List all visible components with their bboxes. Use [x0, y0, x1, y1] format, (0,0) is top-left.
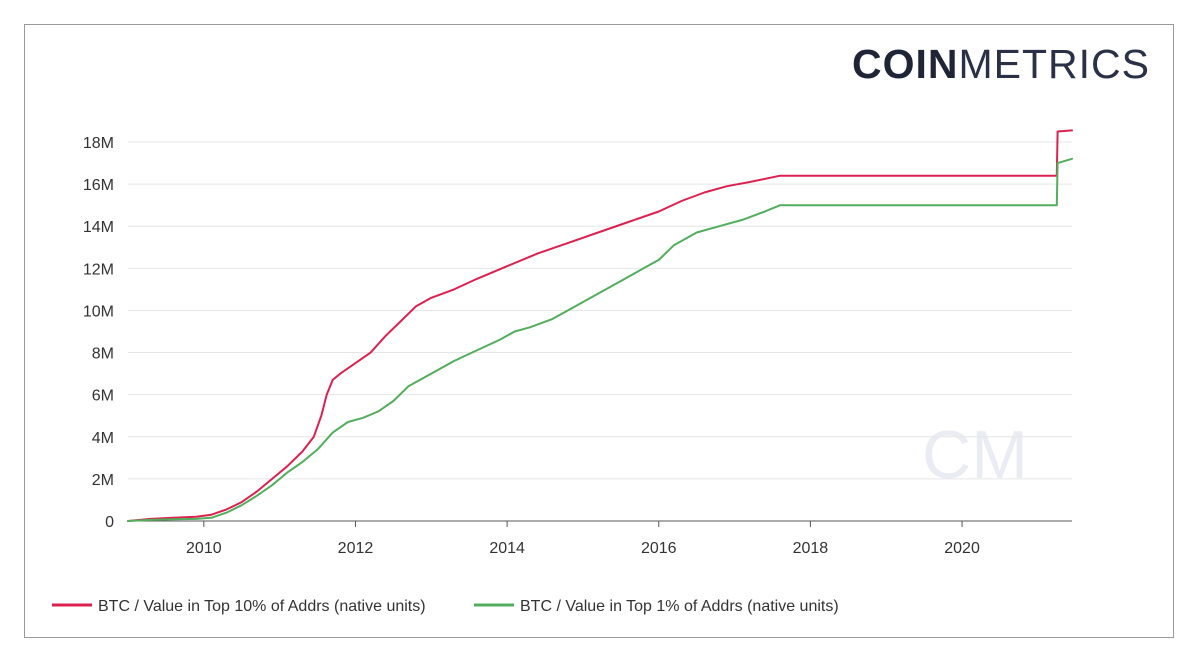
grid-lines: [128, 141, 1072, 480]
x-tick-label: 2016: [641, 540, 677, 557]
legend-item-top10[interactable]: BTC / Value in Top 10% of Addrs (native …: [52, 598, 426, 615]
x-tick-label: 2020: [944, 540, 980, 557]
y-tick-label: 14M: [83, 219, 114, 236]
y-tick-label: 2M: [92, 472, 114, 489]
x-tick-label: 2018: [793, 540, 829, 557]
y-axis: 0 2M 4M 6M 8M 10M 12M 14M 16M 18M: [83, 135, 114, 531]
x-tick-label: 2014: [489, 540, 525, 557]
series-line-top1: [127, 157, 1073, 522]
y-tick-label: 4M: [92, 430, 114, 447]
cm-watermark-icon: CM: [922, 417, 1028, 493]
y-tick-label: 0: [105, 514, 114, 531]
series-group: [127, 129, 1073, 522]
logo-text-bold: COIN: [852, 41, 959, 87]
series-line-top10: [127, 129, 1073, 522]
legend-item-top1[interactable]: BTC / Value in Top 1% of Addrs (native u…: [474, 598, 839, 615]
chart-frame: [24, 24, 1174, 638]
x-axis: 2010 2012 2014 2016 2018 2020: [128, 520, 1072, 557]
y-tick-label: 6M: [92, 388, 114, 405]
logo-text-light: METRICS: [958, 41, 1150, 87]
y-tick-label: 12M: [83, 261, 114, 278]
y-tick-label: 18M: [83, 135, 114, 152]
y-tick-label: 16M: [83, 177, 114, 194]
y-tick-label: 10M: [83, 303, 114, 320]
y-tick-label: 8M: [92, 346, 114, 363]
watermark-text: CM: [922, 417, 1028, 493]
legend-label: BTC / Value in Top 1% of Addrs (native u…: [520, 598, 839, 615]
x-tick-label: 2010: [186, 540, 222, 557]
x-tick-label: 2012: [338, 540, 374, 557]
coinmetrics-logo: COINMETRICS: [852, 44, 1150, 85]
legend-label: BTC / Value in Top 10% of Addrs (native …: [98, 598, 426, 615]
legend: BTC / Value in Top 10% of Addrs (native …: [52, 598, 839, 615]
